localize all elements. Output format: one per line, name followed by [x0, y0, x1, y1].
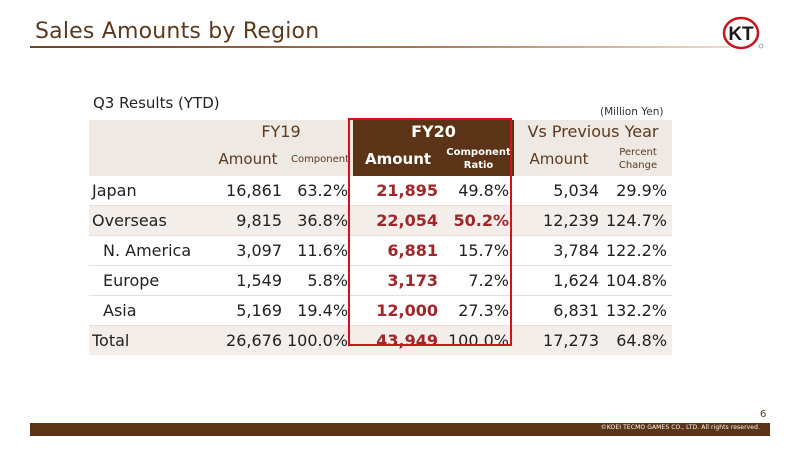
fy19-amount: 5,169: [209, 296, 287, 326]
page-title: Sales Amounts by Region: [35, 19, 320, 44]
header-vs-amount: Amount: [514, 142, 605, 176]
title-underline: [30, 46, 730, 48]
vs-amount: 5,034: [514, 176, 605, 206]
header-fy19-amount: Amount: [209, 142, 287, 176]
table-subtitle: Q3 Results (YTD): [93, 94, 220, 112]
row-label: Europe: [89, 266, 209, 296]
fy19-ratio: 100.0%: [287, 326, 354, 355]
fy19-amount: 9,815: [209, 206, 287, 236]
vs-change: 132.2%: [604, 296, 673, 326]
fy20-amount: 22,054: [353, 206, 444, 236]
fy19-ratio: 63.2%: [287, 176, 354, 206]
fy20-ratio: 27.3%: [443, 296, 515, 326]
header-fy20-amount: Amount: [353, 142, 444, 176]
fy20-amount: 3,173: [353, 266, 444, 296]
fy19-ratio: 11.6%: [287, 236, 354, 266]
vs-amount: 3,784: [514, 236, 605, 266]
fy20-amount: 12,000: [353, 296, 444, 326]
table-row-asia: Asia 5,169 19.4% 12,000 27.3% 6,831 132.…: [89, 296, 673, 326]
fy20-amount: 21,895: [353, 176, 444, 206]
vs-amount: 6,831: [514, 296, 605, 326]
header-percent-change: Percent Change: [604, 142, 673, 176]
header-vs-previous-year: Vs Previous Year: [514, 120, 673, 142]
header-blank: [89, 120, 209, 176]
table-row-total: Total 26,676 100.0% 43,949 100.0% 17,273…: [89, 326, 673, 355]
table-row-europe: Europe 1,549 5.8% 3,173 7.2% 1,624 104.8…: [89, 266, 673, 296]
header-fy20: FY20: [353, 120, 515, 142]
header-fy20-component-ratio: Component Ratio: [443, 142, 515, 176]
fy20-ratio: 49.8%: [443, 176, 515, 206]
vs-amount: 1,624: [514, 266, 605, 296]
row-label: N. America: [89, 236, 209, 266]
sales-table: FY19 FY20 Vs Previous Year Amount Compon…: [89, 120, 673, 355]
vs-change: 64.8%: [604, 326, 673, 355]
table-row-overseas: Overseas 9,815 36.8% 22,054 50.2% 12,239…: [89, 206, 673, 236]
page-number: 6: [760, 409, 767, 420]
logo-text: KT: [728, 24, 754, 45]
fy19-amount: 3,097: [209, 236, 287, 266]
row-label: Overseas: [89, 206, 209, 236]
footer-bar: ©KOEI TECMO GAMES CO., LTD. All rights r…: [30, 423, 770, 436]
fy20-ratio: 15.7%: [443, 236, 515, 266]
header-fy19: FY19: [209, 120, 354, 142]
fy19-ratio: 5.8%: [287, 266, 354, 296]
fy20-amount: 43,949: [353, 326, 444, 355]
header-fy19-component: Component: [287, 142, 354, 176]
vs-change: 122.2%: [604, 236, 673, 266]
vs-change: 29.9%: [604, 176, 673, 206]
vs-change: 104.8%: [604, 266, 673, 296]
table-row-japan: Japan 16,861 63.2% 21,895 49.8% 5,034 29…: [89, 176, 673, 206]
vs-change: 124.7%: [604, 206, 673, 236]
koei-tecmo-logo: KT: [722, 16, 764, 50]
fy19-amount: 26,676: [209, 326, 287, 355]
fy20-amount: 6,881: [353, 236, 444, 266]
fy20-ratio: 100.0%: [443, 326, 515, 355]
fy20-ratio: 50.2%: [443, 206, 515, 236]
copyright-notice: ©KOEI TECMO GAMES CO., LTD. All rights r…: [600, 424, 760, 431]
vs-amount: 17,273: [514, 326, 605, 355]
row-label: Japan: [89, 176, 209, 206]
fy19-ratio: 36.8%: [287, 206, 354, 236]
row-label: Total: [89, 326, 209, 355]
fy19-amount: 1,549: [209, 266, 287, 296]
table-row-n-america: N. America 3,097 11.6% 6,881 15.7% 3,784…: [89, 236, 673, 266]
row-label: Asia: [89, 296, 209, 326]
fy20-ratio: 7.2%: [443, 266, 515, 296]
vs-amount: 12,239: [514, 206, 605, 236]
fy19-ratio: 19.4%: [287, 296, 354, 326]
fy19-amount: 16,861: [209, 176, 287, 206]
unit-label: (Million Yen): [600, 106, 664, 118]
